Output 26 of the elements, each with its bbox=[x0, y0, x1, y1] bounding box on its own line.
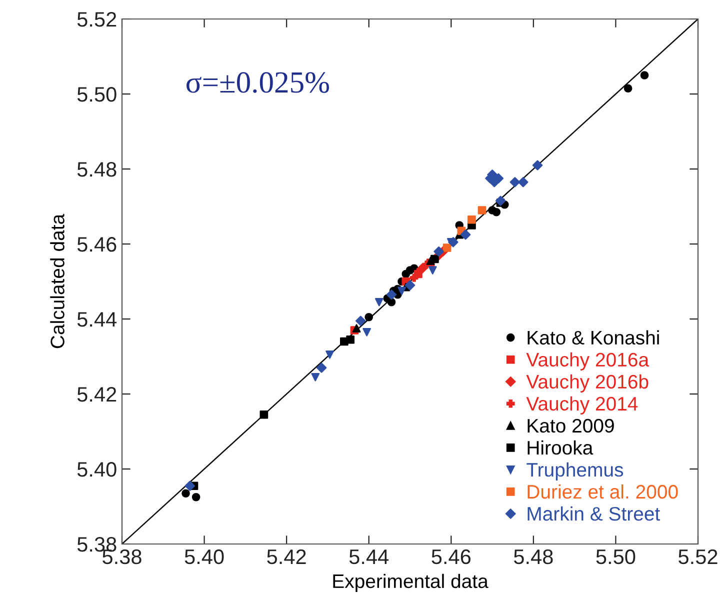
legend-label: Hirooka bbox=[528, 440, 594, 455]
y-tick-label: 5.46 bbox=[77, 237, 116, 252]
y-tick-label: 5.40 bbox=[77, 462, 116, 477]
legend-label: Vauchy 2014 bbox=[526, 396, 638, 414]
annotation: σ=±0.025% bbox=[186, 72, 329, 93]
x-axis-title: Experimental data bbox=[333, 574, 488, 592]
legend-label: Markin & Street bbox=[528, 506, 660, 521]
x-tick-label: 5.44 bbox=[349, 550, 389, 564]
x-tick-label: 5.48 bbox=[514, 549, 553, 564]
legend-label: Vauchy 2016b bbox=[526, 374, 648, 392]
x-tick-label: 5.52 bbox=[678, 549, 718, 564]
x-tick-label: 5.40 bbox=[184, 549, 224, 564]
legend-label: Duriez et al. 2000 bbox=[528, 484, 678, 499]
x-tick-label: 5.50 bbox=[596, 549, 636, 564]
legend-label: Kato & Konashi bbox=[528, 330, 659, 345]
x-tick-label: 5.46 bbox=[432, 549, 471, 564]
legend-label: Truphemus bbox=[526, 462, 624, 481]
y-tick-label: 5.48 bbox=[77, 162, 116, 177]
y-tick-label: 5.44 bbox=[77, 312, 117, 327]
y-tick-label: 5.42 bbox=[77, 387, 116, 402]
y-tick-label: 5.52 bbox=[77, 12, 116, 27]
legend-label: Vauchy 2016a bbox=[526, 352, 650, 370]
legend-label: Kato 2009 bbox=[528, 418, 614, 433]
x-tick-label: 5.42 bbox=[267, 549, 306, 564]
y-tick-label: 5.50 bbox=[77, 87, 116, 102]
y-axis-title: Calculated data bbox=[50, 214, 64, 348]
